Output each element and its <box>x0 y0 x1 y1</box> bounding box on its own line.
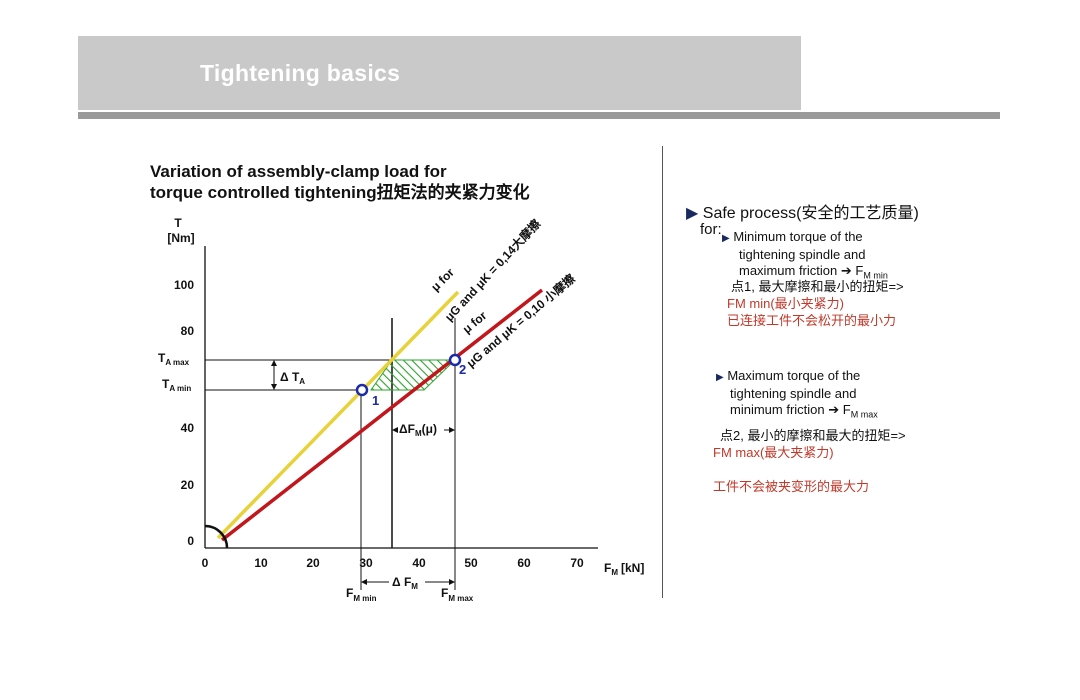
x-tick-40: 40 <box>412 556 426 570</box>
x-tick-10: 10 <box>254 556 268 570</box>
delta-fm-mu-arrowhead-right <box>449 427 455 433</box>
x-tick-30: 30 <box>359 556 373 570</box>
x-tick-70: 70 <box>570 556 584 570</box>
header-rule <box>78 112 1000 119</box>
note-item-2-fm: FM max(最大夹紧力) <box>713 445 834 460</box>
line-high-prefix: μ for <box>428 265 457 294</box>
line-low-prefix: μ for <box>460 308 490 336</box>
note-item-1-line1: Minimum torque of the <box>733 229 863 244</box>
x-tick-0: 0 <box>202 556 209 570</box>
note-item-2: ▶ Maximum torque of the tightening spind… <box>716 368 878 423</box>
arrow-bullet-icon: ▶ <box>722 233 730 244</box>
line-low-label: μ for <box>460 308 490 336</box>
delta-fm-arrowhead-right <box>449 579 455 585</box>
x-tick-20: 20 <box>306 556 320 570</box>
origin-arc <box>204 524 229 549</box>
y-axis-unit: [Nm] <box>167 231 194 245</box>
y-tick-0: 0 <box>187 534 194 548</box>
delta-fm-mu-arrowhead-left <box>392 427 398 433</box>
y-tick-80: 80 <box>181 324 195 338</box>
page-title: Tightening basics <box>200 60 401 86</box>
fm-max-label: FM max <box>441 586 474 603</box>
fm-min-label: FM min <box>346 586 377 603</box>
x-tick-50: 50 <box>464 556 478 570</box>
line-low-friction <box>220 288 544 542</box>
diagram-title-line1: Variation of assembly-clamp load for <box>150 162 447 181</box>
triangle-bullet-icon-2: ▶ <box>716 372 724 383</box>
x-axis-label: FM [kN] <box>604 561 644 577</box>
hatched-region <box>370 359 457 391</box>
delta-fm-arrowhead-left <box>361 579 367 585</box>
y-axis-label: T <box>174 216 182 230</box>
note-item-1-line2: tightening spindle and <box>739 247 866 262</box>
delta-ta-label: Δ TA <box>280 370 305 386</box>
point-2-label: 2 <box>459 362 466 377</box>
point-2-marker <box>448 353 462 367</box>
safe-process-heading: ▶ Safe process(安全的工艺质量) <box>686 199 919 223</box>
note-item-2-line1: Maximum torque of the <box>727 368 861 383</box>
y-tick-20: 20 <box>181 478 195 492</box>
x-tick-60: 60 <box>517 556 531 570</box>
line-high-label: μ for <box>428 265 457 294</box>
note-item-2-cn: 点2, 最小的摩擦和最大的扭矩=> <box>720 428 906 443</box>
note-item-1-line3: maximum friction ➔ FM min <box>739 263 888 281</box>
point-1-label: 1 <box>372 393 379 408</box>
diagram-title: Variation of assembly-clamp load for tor… <box>150 161 630 203</box>
y-tick-40: 40 <box>181 421 195 435</box>
delta-ta-arrowhead-bottom <box>271 384 277 390</box>
t-a-max-label: TA max <box>158 351 190 367</box>
diagram-title-line2: torque controlled tightening扭矩法的夹紧力变化 <box>150 183 530 202</box>
safe-process-text: Safe process(安全的工艺质量) <box>702 205 919 222</box>
t-a-min-label: TA min <box>162 377 191 393</box>
note-item-1: ▶ Minimum torque of the tightening spind… <box>722 229 888 284</box>
line-high-friction <box>216 290 460 540</box>
note-item-1-cn2: 已连接工件不会松开的最小力 <box>727 313 897 328</box>
delta-ta-arrowhead-top <box>271 360 277 366</box>
delta-fm-label: Δ FM <box>392 575 418 591</box>
note-item-1-cn: 点1, 最大摩擦和最小的扭矩=> <box>731 279 904 294</box>
vertical-divider <box>662 146 663 598</box>
for-label: for: <box>700 221 722 238</box>
point-1-marker <box>355 383 369 397</box>
note-item-1-fm: FM min(最小夹紧力) <box>727 296 844 311</box>
note-item-2-cn2: 工件不会被夹变形的最大力 <box>713 479 870 494</box>
delta-fm-mu-label-bg <box>398 420 444 436</box>
header-bar <box>78 36 801 110</box>
delta-fm-label-bg <box>389 574 425 588</box>
note-item-2-line2: tightening spindle and <box>730 386 857 401</box>
y-tick-100: 100 <box>174 278 194 292</box>
delta-fm-mu-label: ΔFM(μ) <box>399 422 437 438</box>
note-item-2-line3: minimum friction ➔ FM max <box>730 402 878 420</box>
triangle-bullet-icon: ▶ <box>686 205 699 222</box>
